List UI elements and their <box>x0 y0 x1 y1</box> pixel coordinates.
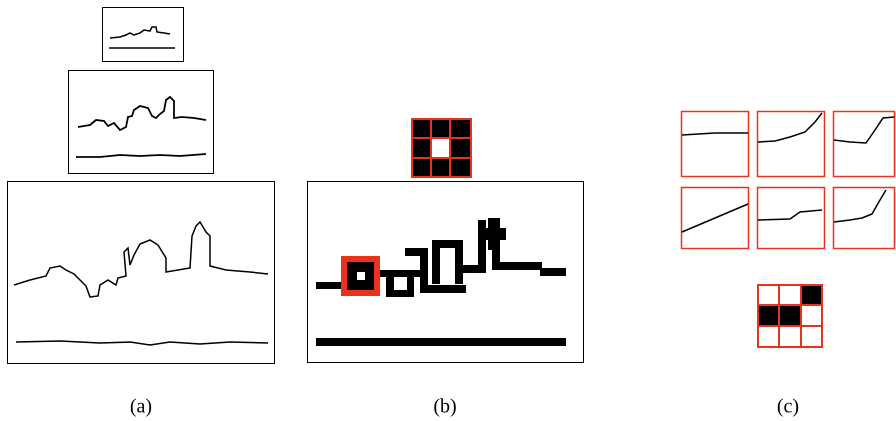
pixel-view <box>307 118 584 363</box>
edge <box>15 340 269 346</box>
kernel-cells <box>413 120 470 176</box>
patterns <box>680 110 896 348</box>
pattern-grid <box>757 284 823 348</box>
caption: (a) <box>130 396 152 418</box>
caption: (c) <box>777 396 799 418</box>
edge <box>76 153 207 158</box>
edge <box>77 95 207 132</box>
level-large <box>7 181 275 364</box>
pattern-edge <box>833 116 895 144</box>
level-medium <box>68 70 214 174</box>
caption: (b) <box>433 396 456 418</box>
edge <box>109 26 171 39</box>
pattern-edge <box>757 112 823 143</box>
pattern-edge <box>681 203 749 233</box>
level-small <box>102 7 184 62</box>
pyramid <box>7 7 275 364</box>
pixels <box>316 218 566 346</box>
edge <box>13 220 269 298</box>
pattern-edge <box>681 132 748 136</box>
pattern-edge <box>833 189 887 223</box>
highlight-center <box>357 272 365 280</box>
pattern-edge <box>757 209 823 221</box>
